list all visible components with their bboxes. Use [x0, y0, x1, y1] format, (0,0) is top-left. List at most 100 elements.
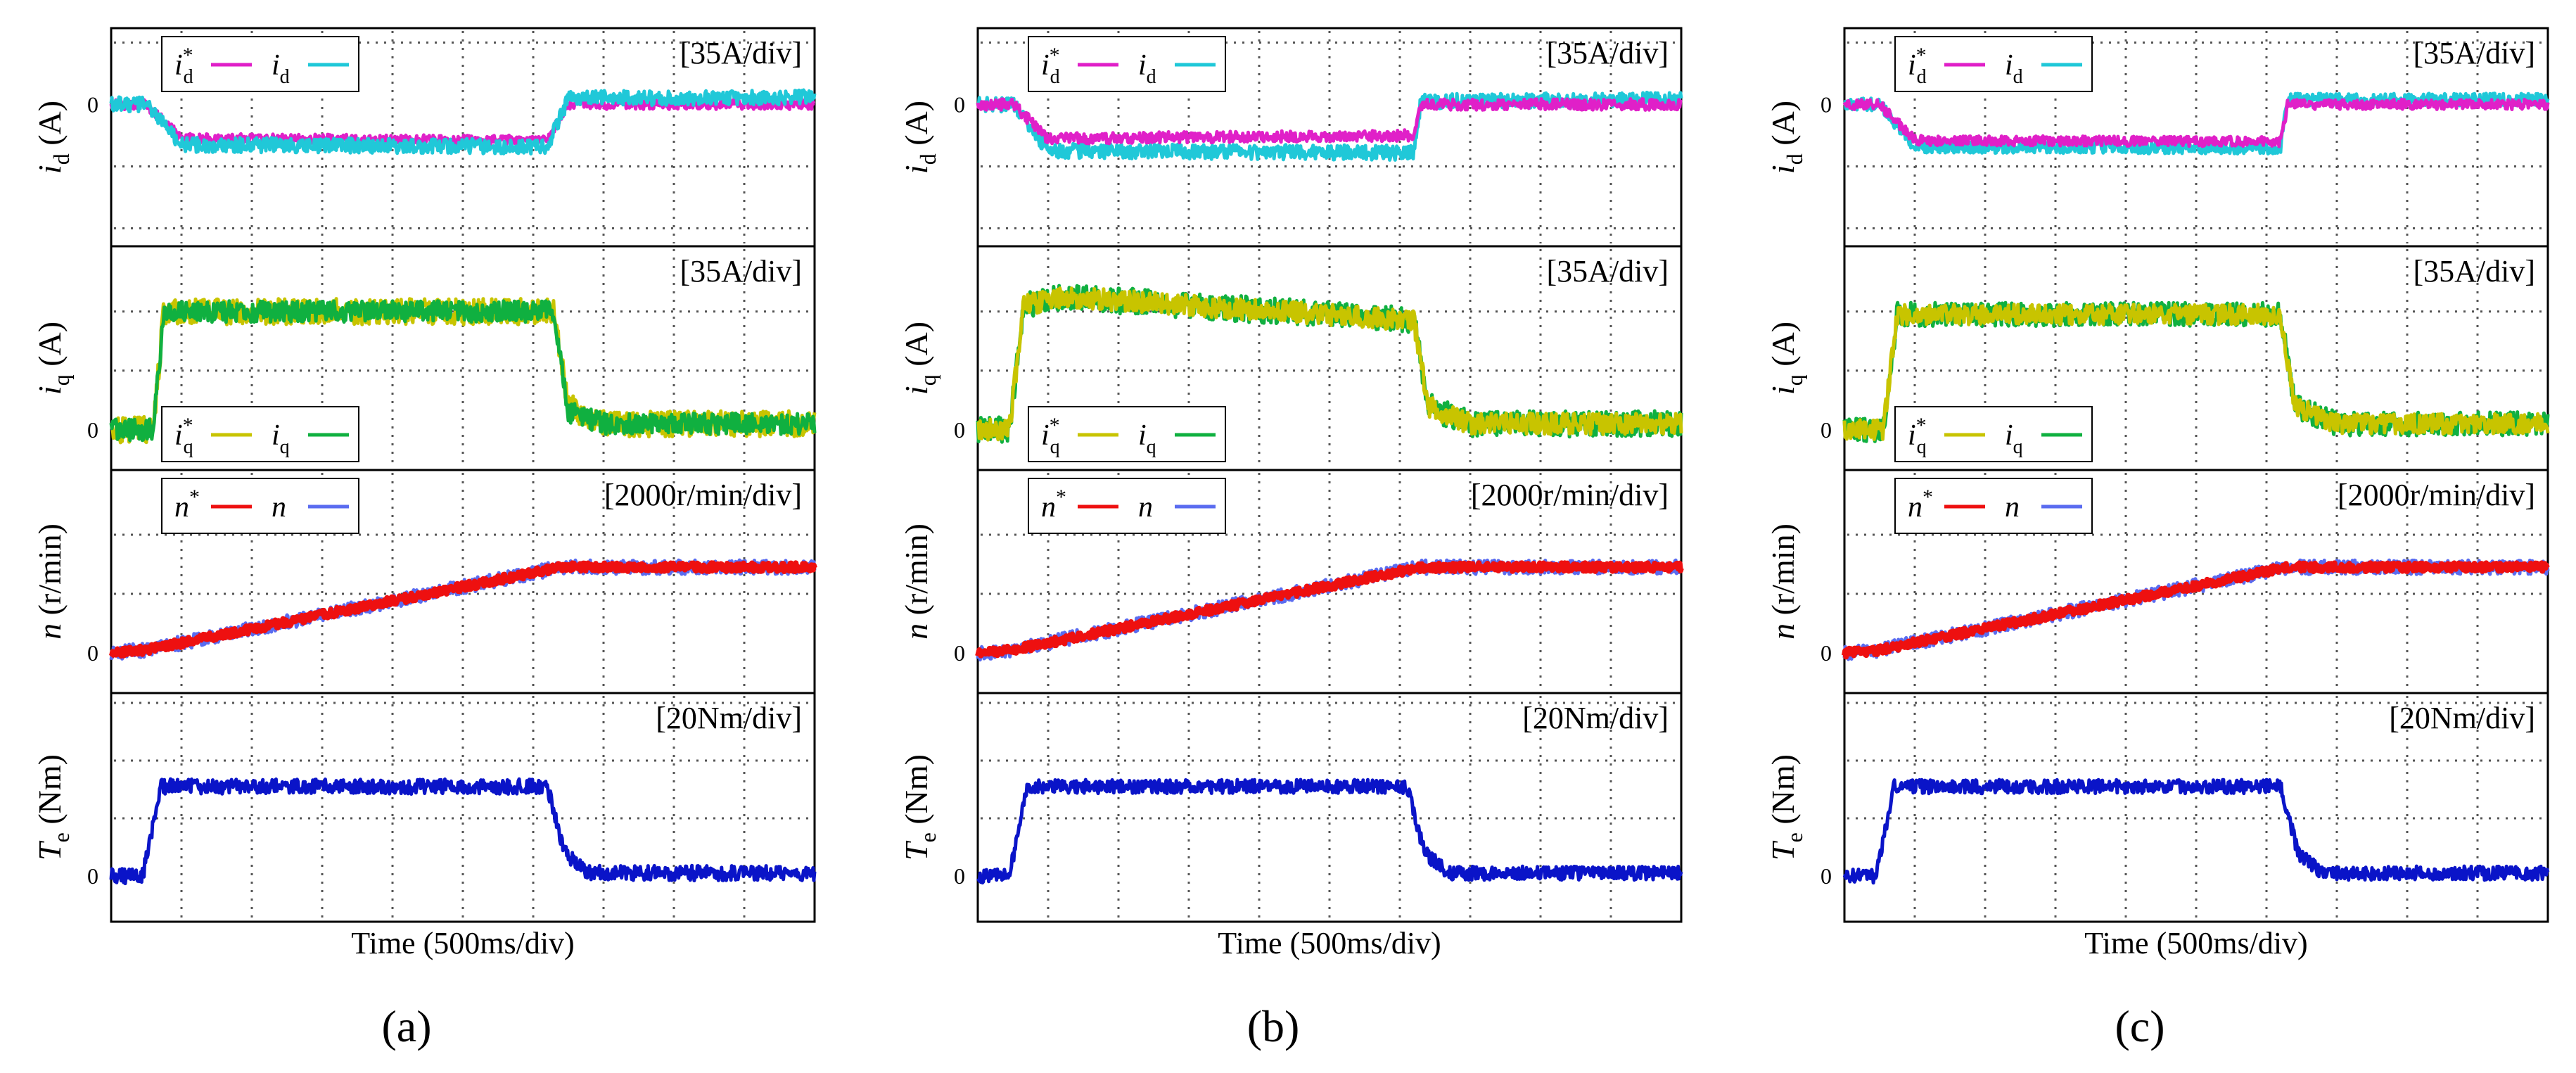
legend-label-i*d: i* d	[174, 44, 193, 88]
legend-label-i*d: i* d	[1908, 44, 1927, 88]
x-axis-label: Time (500ms/div)	[2084, 926, 2307, 960]
subplot-iq: [35A/div]0iq (A)i* q iq	[898, 245, 1683, 467]
zero-label: 0	[954, 863, 965, 889]
y-axis-subscript: d	[915, 153, 941, 165]
legend-id: i* d id	[1894, 36, 2093, 92]
legend-symbol: n	[1041, 491, 1056, 523]
trace-n*	[975, 560, 1684, 659]
scope-panel-1: [35A/div]0id (A)i* d id[35A/div]0iq (A)i* q…	[898, 27, 1684, 1051]
zero-label: 0	[1821, 640, 1832, 666]
legend-subscript: d	[1050, 66, 1060, 88]
legend-subscript: d	[1917, 66, 1927, 88]
legend-star: *	[183, 44, 193, 67]
scope-panel-0: [35A/div]0id (A)i* d id[35A/div]0iq (A)i* q…	[32, 27, 817, 1051]
legend-symbol: i	[1908, 49, 1916, 82]
legend-symbol: i	[272, 419, 280, 452]
y-axis-subscript: e	[915, 832, 941, 842]
panel-label: (a)	[381, 1001, 431, 1051]
legend-subscript: d	[2013, 66, 2023, 88]
subplot-n: [2000r/min/div]0n (r/min)n* n	[32, 469, 817, 690]
scale-label: [35A/div]	[680, 36, 802, 70]
y-axis-symbol: i	[898, 386, 934, 395]
y-axis-symbol: i	[1765, 165, 1801, 174]
legend-subscript: q	[1147, 436, 1156, 458]
legend-label-iq: iq	[2005, 419, 2023, 458]
legend-subscript: q	[1917, 436, 1927, 458]
legend-symbol: i	[1041, 419, 1050, 452]
legend-symbol: i	[174, 49, 183, 82]
y-axis-label: Te (Nm)	[32, 754, 74, 861]
legend-subscript: q	[280, 436, 290, 458]
legend-subscript: q	[1050, 436, 1060, 458]
legend-symbol: i	[272, 49, 280, 82]
trace-Te	[1842, 777, 2550, 885]
y-axis-label: n (r/min)	[898, 523, 934, 640]
scale-label: [2000r/min/div]	[604, 478, 802, 512]
x-axis-label: Time (500ms/div)	[351, 926, 574, 960]
legend-label-id: id	[2005, 49, 2023, 88]
y-axis-subscript: q	[915, 374, 941, 386]
legend-star: *	[1050, 44, 1060, 67]
legend-symbol: i	[1041, 49, 1050, 82]
legend-subscript: d	[1147, 66, 1156, 88]
legend-iq: i* q iq	[1894, 406, 2093, 462]
y-axis-unit: (Nm)	[32, 754, 68, 832]
y-axis-symbol: T	[32, 840, 68, 861]
legend-label-id: id	[272, 49, 290, 88]
legend-iq: i* q iq	[1028, 406, 1226, 462]
trace-i*q	[1842, 303, 2550, 441]
trace-i*d	[1842, 98, 2550, 148]
y-axis-symbol: T	[898, 840, 934, 861]
y-axis-unit: (r/min)	[1765, 523, 1801, 623]
trace-iq	[109, 299, 817, 443]
zero-label: 0	[954, 640, 965, 666]
panel-label: (b)	[1247, 1001, 1300, 1051]
y-axis-unit: (A)	[898, 322, 934, 374]
y-axis-subscript: q	[1782, 374, 1807, 386]
legend-id: i* d id	[161, 36, 359, 92]
zero-label: 0	[954, 92, 965, 118]
legend-subscript: q	[184, 436, 193, 458]
zero-label: 0	[87, 863, 98, 889]
legend-symbol: i	[1908, 419, 1916, 452]
legend-star: *	[1916, 44, 1927, 67]
legend-star: *	[189, 485, 200, 509]
legend-iq: i* q iq	[161, 406, 359, 462]
scale-label: [20Nm/div]	[2389, 701, 2535, 735]
y-axis-unit: (r/min)	[898, 523, 934, 623]
legend-symbol: i	[174, 419, 183, 452]
y-axis-unit: (A)	[32, 101, 68, 153]
y-axis-symbol: i	[898, 165, 934, 174]
legend-symbol: i	[2005, 419, 2013, 452]
scale-label: [20Nm/div]	[1522, 701, 1669, 735]
trace-Te	[976, 777, 1683, 885]
scale-label: [2000r/min/div]	[1471, 478, 1669, 512]
y-axis-symbol: i	[32, 165, 68, 174]
legend-symbol: n	[174, 491, 189, 523]
scale-label: [35A/div]	[1546, 36, 1669, 70]
legend-label-n: n	[272, 491, 286, 523]
subplot-iq: [35A/div]0iq (A)i* q iq	[1765, 245, 2550, 467]
y-axis-subscript: d	[49, 153, 74, 165]
trace-n*	[1842, 560, 2550, 660]
scale-label: [20Nm/div]	[656, 701, 802, 735]
legend-n: n* n	[1894, 478, 2093, 534]
legend-label-n*: n*	[1041, 485, 1066, 523]
x-axis-label: Time (500ms/div)	[1218, 926, 1441, 960]
zero-label: 0	[87, 417, 98, 443]
subplot-n: [2000r/min/div]0n (r/min)n* n	[1765, 469, 2550, 690]
legend-symbol: n	[272, 491, 286, 523]
zero-label: 0	[87, 640, 98, 666]
y-axis-label: id (A)	[898, 101, 941, 174]
legend-star: *	[1916, 414, 1927, 437]
legend-subscript: q	[2013, 436, 2023, 458]
y-axis-symbol: n	[898, 623, 934, 640]
y-axis-subscript: d	[1782, 153, 1807, 165]
y-axis-unit: (A)	[1765, 101, 1801, 153]
trace-i*q	[976, 286, 1683, 442]
trace-Te	[109, 777, 817, 886]
scale-label: [35A/div]	[2413, 36, 2535, 70]
zero-label: 0	[87, 92, 98, 118]
y-axis-symbol: n	[1765, 623, 1801, 640]
